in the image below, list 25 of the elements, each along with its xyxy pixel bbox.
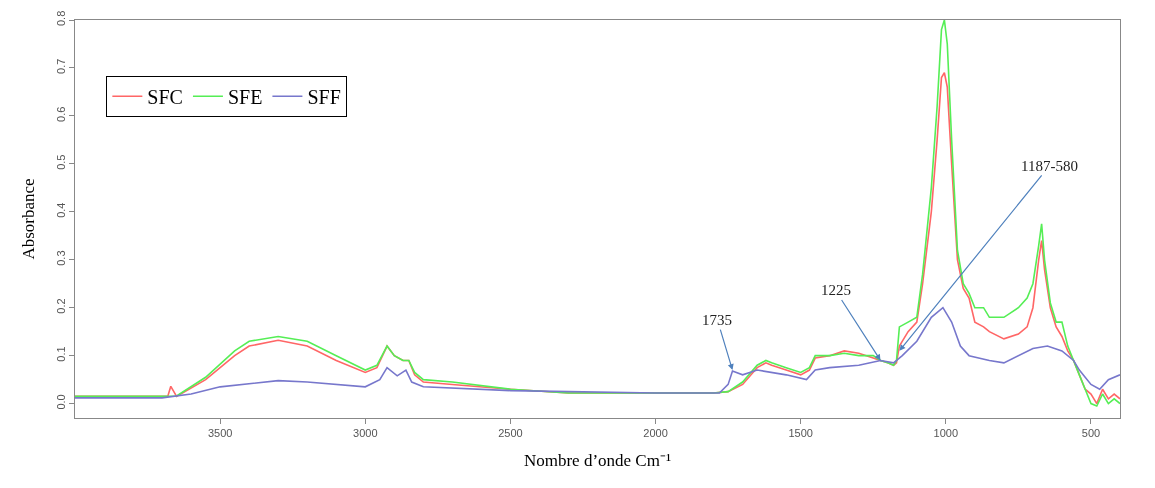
x-tick-label: 3500 bbox=[207, 427, 233, 440]
annotation: 1187-580 bbox=[1021, 158, 1078, 174]
y-tick-label: 0.5 bbox=[54, 154, 67, 170]
x-tick-label: 1500 bbox=[788, 427, 813, 440]
x-tick-label: 3000 bbox=[353, 427, 378, 440]
legend-label: SFC bbox=[147, 86, 183, 109]
y-tick-label: 0.4 bbox=[54, 202, 67, 218]
annotation: 1735 bbox=[702, 312, 732, 328]
y-tick-label: 0.7 bbox=[54, 58, 67, 74]
annotation: 1225 bbox=[821, 282, 851, 298]
x-axis-title: Nombre d’onde Cm⁻¹ bbox=[523, 450, 672, 470]
legend-label: SFE bbox=[227, 86, 263, 109]
y-tick-label: 0.8 bbox=[54, 10, 67, 26]
x-tick-label: 1000 bbox=[933, 427, 959, 440]
x-tick-label: 2000 bbox=[643, 427, 668, 440]
y-tick-label: 0.6 bbox=[54, 106, 67, 122]
y-tick-label: 0.3 bbox=[54, 250, 67, 266]
line-series bbox=[75, 306, 1120, 399]
y-tick-label: 0.2 bbox=[54, 298, 67, 314]
y-axis-title: Absorbance bbox=[19, 178, 39, 260]
x-tick-label: 500 bbox=[1081, 427, 1101, 440]
y-tick-label: 0.0 bbox=[54, 394, 67, 410]
x-tick-label: 2500 bbox=[498, 427, 523, 440]
y-tick-label: 0.1 bbox=[54, 346, 67, 362]
legend-label: SFF bbox=[307, 86, 341, 109]
